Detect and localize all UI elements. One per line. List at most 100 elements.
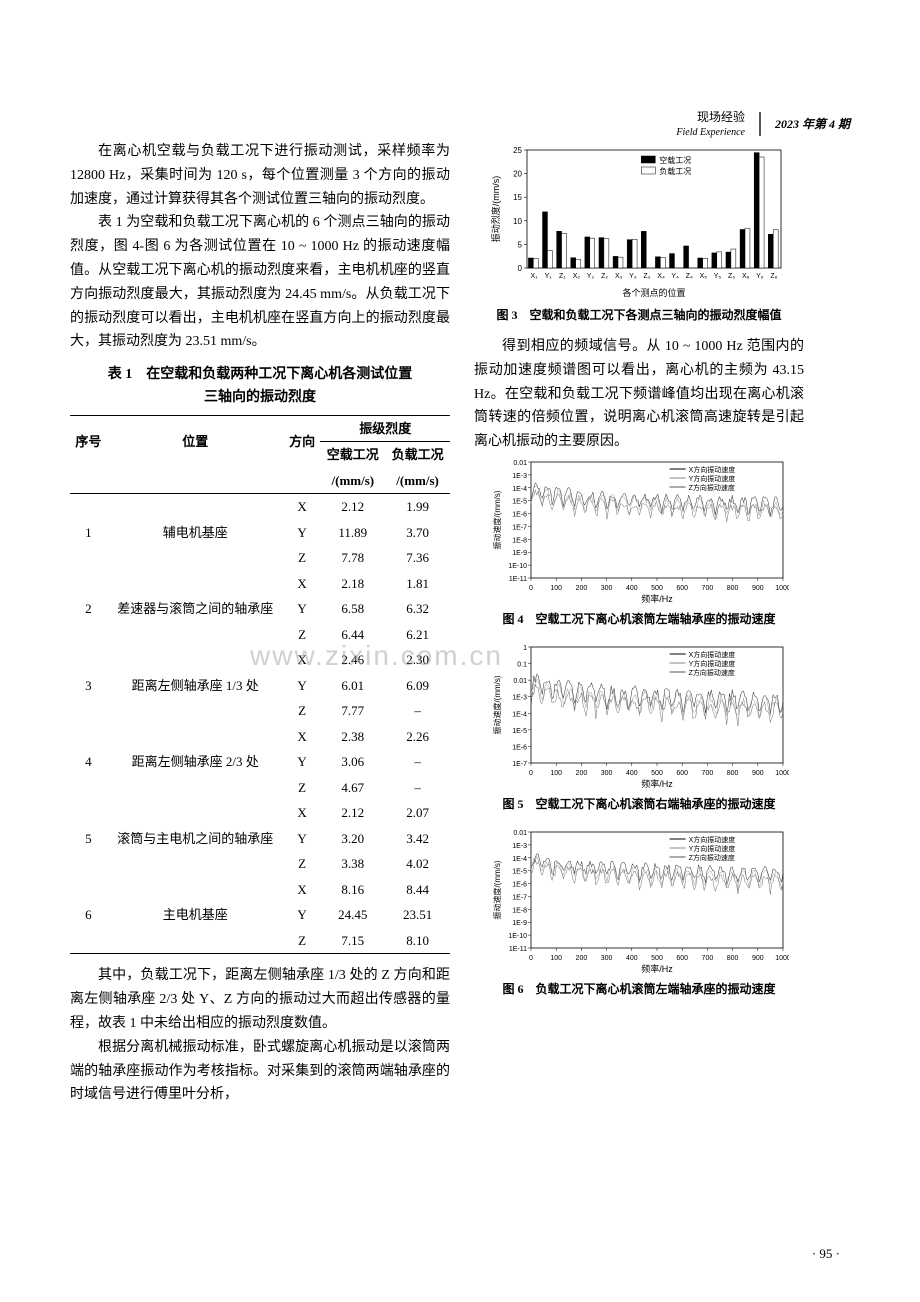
header-divider bbox=[759, 112, 761, 136]
svg-text:X₃: X₃ bbox=[615, 273, 623, 280]
table-cell: 1.81 bbox=[385, 571, 450, 597]
svg-text:5: 5 bbox=[518, 240, 523, 249]
table-cell: 6.32 bbox=[385, 596, 450, 622]
fig5-caption: 图 5 空载工况下离心机滚筒右端轴承座的振动速度 bbox=[474, 795, 804, 812]
svg-text:负载工况: 负载工况 bbox=[659, 166, 691, 176]
th-dir: 方向 bbox=[284, 415, 321, 468]
table-cell: – bbox=[385, 775, 450, 801]
svg-text:1E-7: 1E-7 bbox=[512, 761, 527, 768]
svg-text:900: 900 bbox=[752, 770, 764, 777]
svg-text:Z₄: Z₄ bbox=[686, 273, 693, 280]
table-cell: 2.12 bbox=[320, 800, 385, 826]
table-cell: Y bbox=[284, 749, 321, 775]
svg-text:0: 0 bbox=[529, 955, 533, 962]
svg-text:0: 0 bbox=[518, 264, 523, 273]
svg-text:X方向振动速度: X方向振动速度 bbox=[689, 465, 736, 474]
svg-text:300: 300 bbox=[601, 770, 613, 777]
svg-text:1000: 1000 bbox=[775, 585, 789, 592]
table-cell: 3.38 bbox=[320, 851, 385, 877]
svg-text:频率/Hz: 频率/Hz bbox=[641, 593, 673, 604]
table-cell: 7.77 bbox=[320, 698, 385, 724]
table-cell: – bbox=[385, 749, 450, 775]
table-cell: X bbox=[284, 494, 321, 520]
svg-text:Z方向振动速度: Z方向振动速度 bbox=[689, 853, 735, 862]
table-cell: 6.21 bbox=[385, 622, 450, 648]
svg-text:1E-10: 1E-10 bbox=[508, 933, 527, 940]
header-en: Field Experience bbox=[676, 126, 745, 139]
svg-text:Z₆: Z₆ bbox=[770, 273, 777, 280]
paragraph-3: 其中，负载工况下，距离左侧轴承座 1/3 处的 Z 方向和距离左侧轴承座 2/3… bbox=[70, 964, 450, 1035]
svg-text:200: 200 bbox=[576, 770, 588, 777]
table-cell: Y bbox=[284, 520, 321, 546]
svg-text:Y₄: Y₄ bbox=[671, 273, 679, 280]
svg-text:1E-9: 1E-9 bbox=[512, 920, 527, 927]
svg-text:400: 400 bbox=[626, 770, 638, 777]
svg-text:600: 600 bbox=[676, 585, 688, 592]
table-cell: 6.01 bbox=[320, 673, 385, 699]
svg-text:1E-5: 1E-5 bbox=[512, 728, 527, 735]
svg-text:Y₅: Y₅ bbox=[714, 273, 722, 280]
table-cell: 6.09 bbox=[385, 673, 450, 699]
table1-title: 表 1 在空载和负载两种工况下离心机各测试位置 三轴向的振动烈度 bbox=[70, 364, 450, 409]
table-cell-pos: 距离左侧轴承座 1/3 处 bbox=[107, 647, 284, 724]
svg-text:X方向振动速度: X方向振动速度 bbox=[689, 650, 736, 659]
table-cell: 11.89 bbox=[320, 520, 385, 546]
svg-text:600: 600 bbox=[676, 770, 688, 777]
table-cell: 2.30 bbox=[385, 647, 450, 673]
svg-text:500: 500 bbox=[651, 585, 663, 592]
svg-text:X方向振动速度: X方向振动速度 bbox=[689, 835, 736, 844]
svg-text:Y₁: Y₁ bbox=[545, 273, 553, 280]
table-cell-pos: 辅电机基座 bbox=[107, 494, 284, 571]
svg-text:25: 25 bbox=[513, 146, 522, 155]
svg-text:1000: 1000 bbox=[775, 955, 789, 962]
svg-text:100: 100 bbox=[550, 770, 562, 777]
table-cell: X bbox=[284, 877, 321, 903]
svg-text:1E-11: 1E-11 bbox=[509, 576, 527, 583]
svg-text:300: 300 bbox=[601, 585, 613, 592]
svg-text:700: 700 bbox=[702, 585, 714, 592]
svg-text:Z₅: Z₅ bbox=[728, 273, 735, 280]
table-cell: 2.46 bbox=[320, 647, 385, 673]
table-cell: 2.12 bbox=[320, 494, 385, 520]
table-cell: X bbox=[284, 724, 321, 750]
svg-text:振动烈度/(mm/s): 振动烈度/(mm/s) bbox=[490, 176, 501, 243]
th-loaded: 负载工况 bbox=[385, 442, 450, 468]
table-cell-no: 6 bbox=[70, 877, 107, 954]
svg-text:200: 200 bbox=[576, 955, 588, 962]
svg-text:X₁: X₁ bbox=[531, 273, 539, 280]
svg-text:空载工况: 空载工况 bbox=[659, 155, 691, 165]
paragraph-2: 表 1 为空载和负载工况下离心机的 6 个测点三轴向的振动烈度，图 4-图 6 … bbox=[70, 211, 450, 354]
svg-text:1E-5: 1E-5 bbox=[512, 869, 527, 876]
table-cell: 2.07 bbox=[385, 800, 450, 826]
paragraph-5: 得到相应的频域信号。从 10 ~ 1000 Hz 范围内的振动加速度频谱图可以看… bbox=[474, 335, 804, 454]
table-cell-no: 1 bbox=[70, 494, 107, 571]
svg-text:Z₁: Z₁ bbox=[559, 273, 566, 280]
th-pos: 位置 bbox=[107, 415, 284, 468]
header-issue: 2023 年第 4 期 bbox=[775, 117, 850, 133]
svg-text:600: 600 bbox=[676, 955, 688, 962]
table-cell: 6.44 bbox=[320, 622, 385, 648]
svg-text:100: 100 bbox=[550, 955, 562, 962]
svg-text:15: 15 bbox=[513, 193, 522, 202]
svg-text:1E-6: 1E-6 bbox=[512, 882, 527, 889]
table-cell: Y bbox=[284, 596, 321, 622]
svg-text:X₄: X₄ bbox=[657, 273, 665, 280]
svg-text:700: 700 bbox=[702, 770, 714, 777]
table-cell: 6.58 bbox=[320, 596, 385, 622]
svg-text:Y₂: Y₂ bbox=[587, 273, 595, 280]
fig4-caption: 图 4 空载工况下离心机滚筒左端轴承座的振动速度 bbox=[474, 610, 804, 627]
table-cell-no: 5 bbox=[70, 800, 107, 877]
svg-text:1E-4: 1E-4 bbox=[512, 486, 527, 493]
svg-text:1E-10: 1E-10 bbox=[508, 563, 527, 570]
table-cell: 2.38 bbox=[320, 724, 385, 750]
svg-text:400: 400 bbox=[626, 585, 638, 592]
svg-text:Y₃: Y₃ bbox=[629, 273, 637, 280]
svg-text:1E-5: 1E-5 bbox=[512, 499, 527, 506]
table-cell-no: 3 bbox=[70, 647, 107, 724]
table-cell-pos: 滚筒与主电机之间的轴承座 bbox=[107, 800, 284, 877]
right-column: 0510152025X₁Y₁Z₁X₂Y₂Z₂X₃Y₃Z₃X₄Y₄Z₄X₅Y₅Z₅… bbox=[474, 140, 804, 1107]
svg-text:Y₆: Y₆ bbox=[756, 273, 764, 280]
svg-text:0.01: 0.01 bbox=[513, 678, 527, 685]
svg-text:X₅: X₅ bbox=[700, 273, 708, 280]
table-cell: 3.70 bbox=[385, 520, 450, 546]
